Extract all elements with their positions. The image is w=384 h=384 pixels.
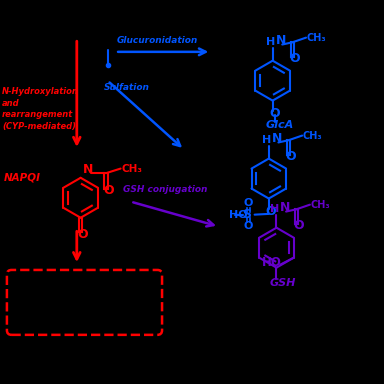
- Text: GlcA: GlcA: [266, 120, 294, 130]
- Text: Glucuronidation: Glucuronidation: [117, 36, 199, 45]
- Text: O: O: [265, 205, 276, 218]
- Text: O: O: [103, 184, 114, 197]
- Text: and: and: [2, 99, 20, 108]
- Text: N-Hydroxylation: N-Hydroxylation: [2, 87, 79, 96]
- Text: CH₃: CH₃: [311, 200, 330, 210]
- Text: N: N: [276, 34, 286, 47]
- Text: O: O: [285, 150, 296, 163]
- Text: (CYP-mediated): (CYP-mediated): [2, 122, 76, 131]
- Text: O: O: [289, 52, 300, 65]
- Text: CH₃: CH₃: [307, 33, 326, 43]
- Text: N: N: [272, 132, 283, 145]
- Text: GSH: GSH: [270, 278, 296, 288]
- Text: H: H: [270, 204, 279, 214]
- Text: H: H: [266, 37, 275, 47]
- Text: rearrangement: rearrangement: [2, 110, 73, 119]
- Text: H: H: [262, 135, 271, 145]
- Text: O: O: [293, 219, 304, 232]
- Text: O: O: [77, 228, 88, 241]
- Text: O: O: [270, 107, 280, 120]
- Text: CH₃: CH₃: [121, 164, 142, 174]
- Text: N: N: [83, 163, 94, 176]
- Text: NAPQI: NAPQI: [4, 172, 41, 182]
- Text: HO: HO: [262, 256, 282, 269]
- Text: Sulfation: Sulfation: [104, 83, 149, 92]
- Text: GSH conjugation: GSH conjugation: [123, 185, 207, 194]
- Text: S: S: [242, 208, 252, 221]
- Text: HO: HO: [229, 210, 248, 220]
- Text: CH₃: CH₃: [303, 131, 323, 141]
- Text: O: O: [243, 198, 253, 208]
- Text: N: N: [280, 201, 290, 214]
- Text: O: O: [243, 221, 253, 231]
